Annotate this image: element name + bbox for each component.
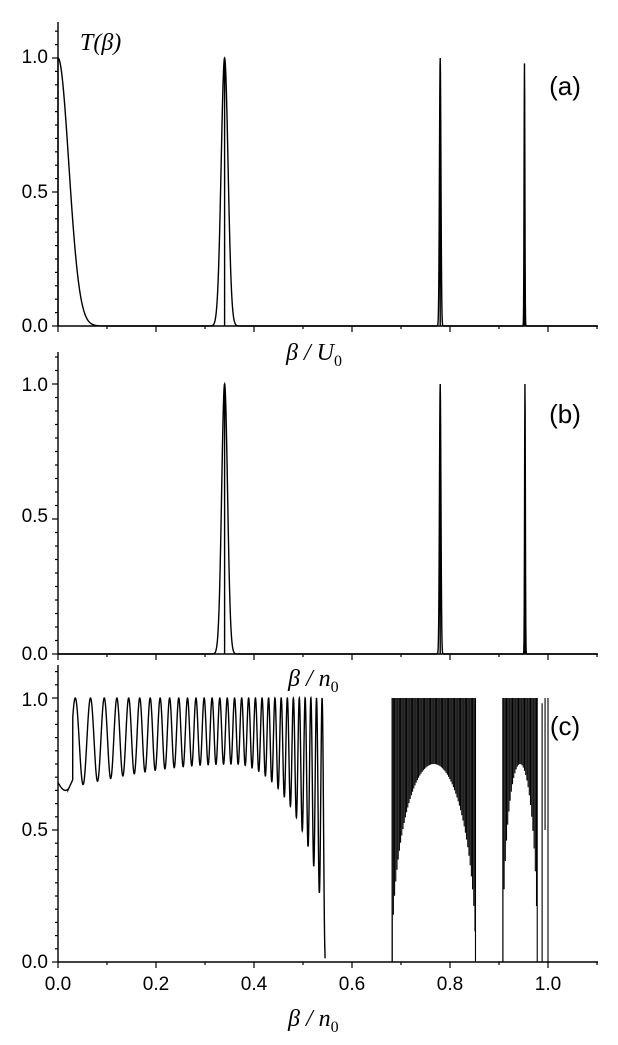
panel-a-ytick-0: 0.0 (22, 316, 48, 337)
panel-c-xtick-4: 0.8 (437, 974, 463, 995)
panel-b-ytick-2: 1.0 (22, 375, 48, 396)
panel-a-ylabel: T(β) (80, 30, 121, 56)
panel-c-xtick-1: 0.2 (143, 974, 169, 995)
panel-c-xlabel: β / n0 (287, 1006, 339, 1036)
panel-a-ytick-2: 1.0 (22, 47, 48, 68)
panel-c-xtick-0: 0.0 (45, 974, 71, 995)
panel-b-ytick-1: 0.5 (22, 506, 48, 527)
panel-c-xlabel-main: β / n (287, 1006, 331, 1032)
panel-c-xtick-5: 1.0 (535, 974, 561, 995)
panel-a-ylabel-beta: β (100, 30, 113, 56)
panel-c-ytick-0: 0.0 (22, 952, 48, 973)
panel-c-xlabel-sub: 0 (331, 1019, 339, 1036)
panel-c-xtick-2: 0.4 (241, 974, 268, 995)
panel-b-ticks (52, 356, 598, 660)
panel-c-band-1 (57, 695, 326, 959)
panel-c-ytick-2: 1.0 (22, 690, 48, 711)
panel-a-xlabel-main: β / U (285, 340, 336, 366)
panel-a-xlabel: β / U0 (285, 340, 342, 370)
panel-c-label: (c) (550, 711, 580, 741)
panel-b-series-line (58, 381, 597, 655)
panel-a-ticks (52, 30, 598, 332)
panel-a-xlabel-sub: 0 (334, 353, 342, 370)
panel-b-xlabel-sub: 0 (331, 679, 339, 696)
panel-b-xlabel: β / n0 (287, 666, 339, 696)
panel-c-ticks (52, 670, 598, 968)
panel-c-series-line (57, 695, 549, 962)
panel-a-series-line (57, 56, 597, 327)
panel-a: 0.0 0.5 1.0 (a) T(β) β / U0 (22, 22, 598, 370)
panel-c-ytick-1: 0.5 (22, 820, 48, 841)
panel-b-xlabel-main: β / n (287, 666, 331, 692)
panel-c: 0.0 0.5 1.0 0.0 0.2 0.4 0.6 0.8 1.0 (c) … (22, 665, 598, 1036)
panel-a-ylabel-main: T( (80, 30, 103, 56)
panel-a-label: (a) (549, 71, 581, 101)
panel-c-xtick-3: 0.6 (339, 974, 365, 995)
panel-b: 0.0 0.5 1.0 (b) β / n0 (22, 352, 598, 696)
panel-a-ytick-1: 0.5 (22, 182, 48, 203)
panel-b-label: (b) (549, 399, 581, 429)
panel-a-ylabel-close: ) (111, 30, 121, 56)
panel-b-ytick-0: 0.0 (22, 644, 48, 665)
